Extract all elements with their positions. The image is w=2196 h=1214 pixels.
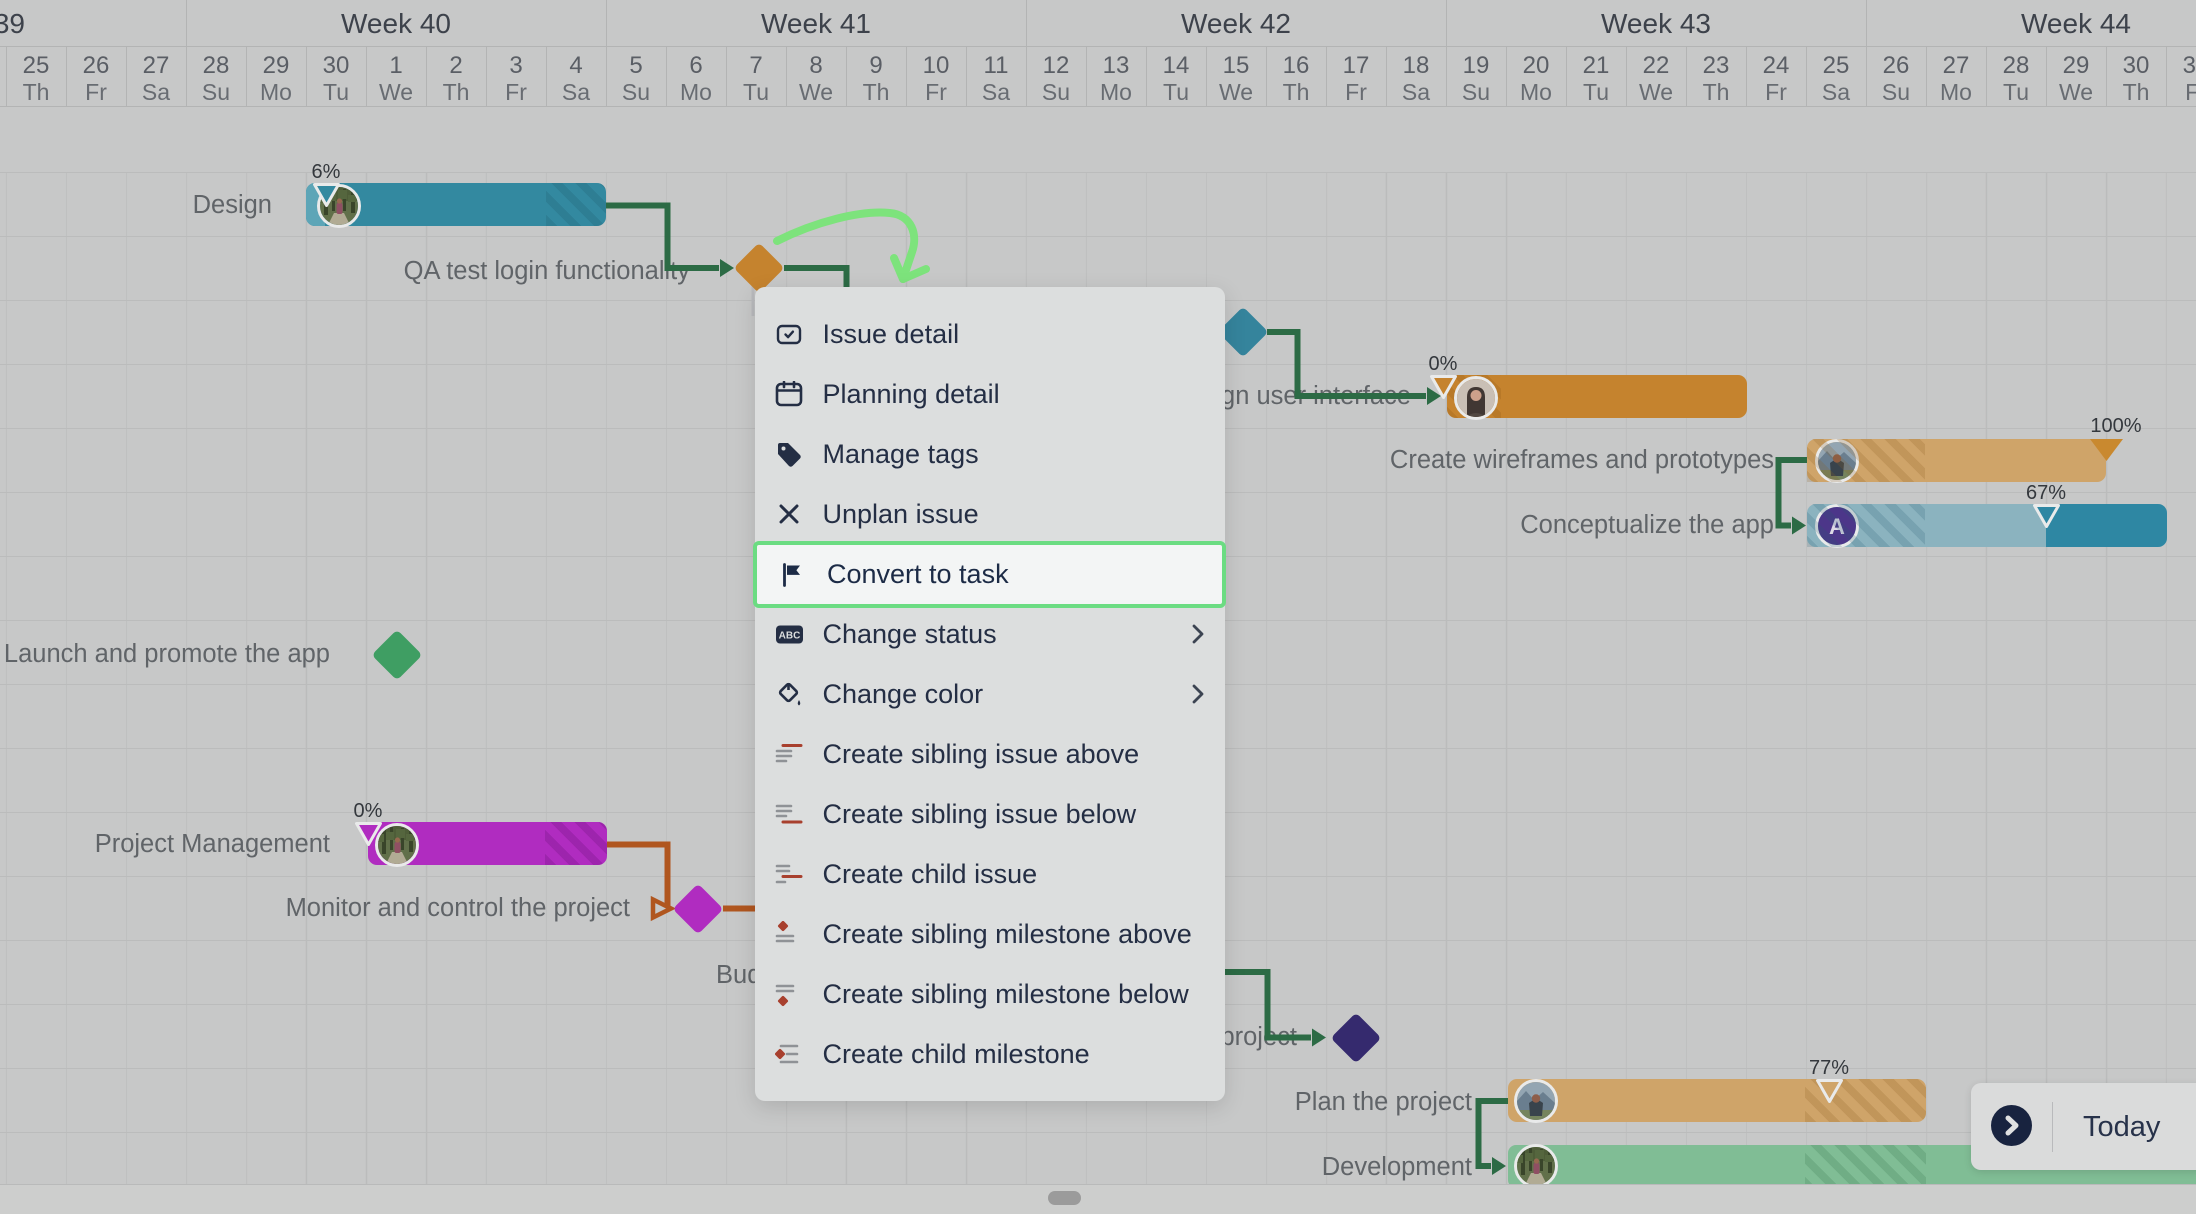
svg-text:ABC: ABC	[778, 631, 800, 642]
svg-text:A: A	[1829, 514, 1845, 539]
